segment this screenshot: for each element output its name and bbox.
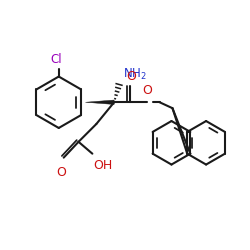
Polygon shape (86, 100, 114, 104)
Text: O: O (126, 70, 136, 84)
Text: Cl: Cl (50, 53, 62, 66)
Text: O: O (56, 166, 66, 178)
Text: OH: OH (93, 158, 112, 172)
Text: NH$_2$: NH$_2$ (123, 68, 147, 82)
Text: O: O (142, 84, 152, 97)
